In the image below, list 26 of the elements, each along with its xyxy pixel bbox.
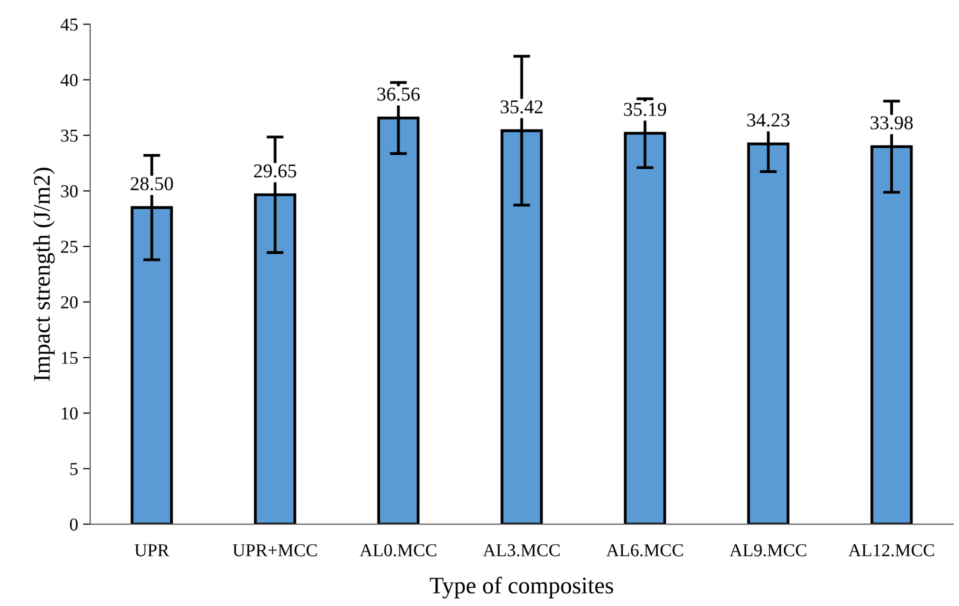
y-tick-label: 5 <box>70 463 78 476</box>
data-label: 36.56 <box>377 88 420 101</box>
data-label: 33.98 <box>870 116 913 130</box>
y-tick-label: 10 <box>62 407 78 420</box>
y-tick-label: 35 <box>61 130 78 142</box>
y-tick-label: 40 <box>60 74 78 86</box>
x-axis-title: Type of composites <box>430 576 614 598</box>
y-tick-label: 20 <box>61 296 78 308</box>
y-tick-label: 25 <box>61 240 78 253</box>
x-tick-label: UPR <box>134 544 170 556</box>
y-tick-label: 30 <box>61 185 78 198</box>
y-tick-label: 0 <box>70 518 78 531</box>
y-axis-title: Impact strength (J/m2) <box>33 168 55 381</box>
x-tick-label: UPR+MCC <box>232 544 317 556</box>
x-tick-label: AL0.MCC <box>360 544 436 556</box>
data-label: 28.50 <box>130 177 173 190</box>
data-label: 35.42 <box>500 100 542 114</box>
data-label: 35.19 <box>624 102 666 116</box>
y-tick-label: 15 <box>62 352 78 364</box>
x-tick-label: AL12.MCC <box>848 544 934 556</box>
x-tick-label: AL3.MCC <box>483 544 560 556</box>
data-label: 29.65 <box>254 164 296 178</box>
y-tick-label: 45 <box>60 18 78 31</box>
x-tick-label: AL6.MCC <box>606 544 683 556</box>
data-label: 34.23 <box>747 114 790 127</box>
x-tick-label: AL9.MCC <box>730 544 806 556</box>
